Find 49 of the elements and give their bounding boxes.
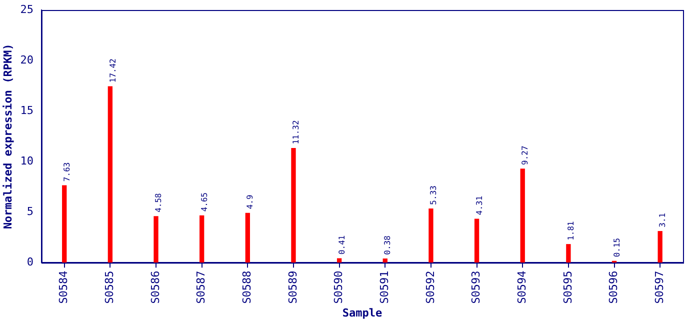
x-tick-label: S0595 xyxy=(561,270,574,304)
data-label: 4.9 xyxy=(246,194,255,210)
data-label: 5.33 xyxy=(429,185,438,205)
y-tick-label: 0 xyxy=(26,256,34,269)
bar xyxy=(62,185,67,263)
data-label: 0.38 xyxy=(383,235,392,255)
x-tick-label: S0597 xyxy=(652,270,666,304)
data-label: 4.58 xyxy=(154,192,164,212)
data-label: 4.31 xyxy=(474,196,484,216)
bar xyxy=(658,231,662,263)
bar xyxy=(154,216,158,263)
data-label: 3.1 xyxy=(658,212,668,228)
x-tick-label: S0592 xyxy=(424,270,437,304)
x-tick-label: S0587 xyxy=(194,270,208,304)
bar xyxy=(520,168,525,263)
x-tick-label: S0588 xyxy=(240,270,254,304)
x-tick-label: S0585 xyxy=(103,270,116,304)
data-label: 7.63 xyxy=(62,162,72,182)
y-tick-label: 15 xyxy=(20,104,34,117)
x-tick-label: S0590 xyxy=(332,270,346,304)
data-label: 4.65 xyxy=(200,192,209,212)
bar xyxy=(336,258,342,263)
y-tick-label: 5 xyxy=(26,205,34,218)
y-tick-label: 20 xyxy=(20,53,34,66)
x-tick-label: S0589 xyxy=(286,270,300,304)
data-label: 0.15 xyxy=(612,238,622,258)
x-axis-title: Sample xyxy=(342,306,382,320)
x-tick-label: S0591 xyxy=(378,270,391,304)
x-tick-label: S0586 xyxy=(148,270,162,304)
bar xyxy=(428,208,434,263)
x-tick-label: S0596 xyxy=(607,270,620,304)
data-label: 1.81 xyxy=(566,220,576,240)
y-axis-title: Normalized expression (RPKM) xyxy=(1,44,14,230)
bar xyxy=(200,215,204,263)
bar xyxy=(474,218,480,263)
bar xyxy=(245,212,250,263)
x-tick-label: S0584 xyxy=(57,270,70,304)
data-label: 0.41 xyxy=(337,235,346,255)
bar xyxy=(108,86,113,263)
bar xyxy=(566,244,571,263)
y-tick-label: 25 xyxy=(20,2,34,16)
bar xyxy=(382,258,388,263)
data-label: 17.42 xyxy=(108,58,118,83)
data-label: 9.27 xyxy=(520,146,530,165)
data-label: 11.32 xyxy=(292,120,301,144)
y-tick-label: 10 xyxy=(20,154,34,168)
x-tick-label: S0594 xyxy=(515,270,528,304)
bar xyxy=(291,148,296,263)
x-tick-label: S0593 xyxy=(470,270,483,304)
